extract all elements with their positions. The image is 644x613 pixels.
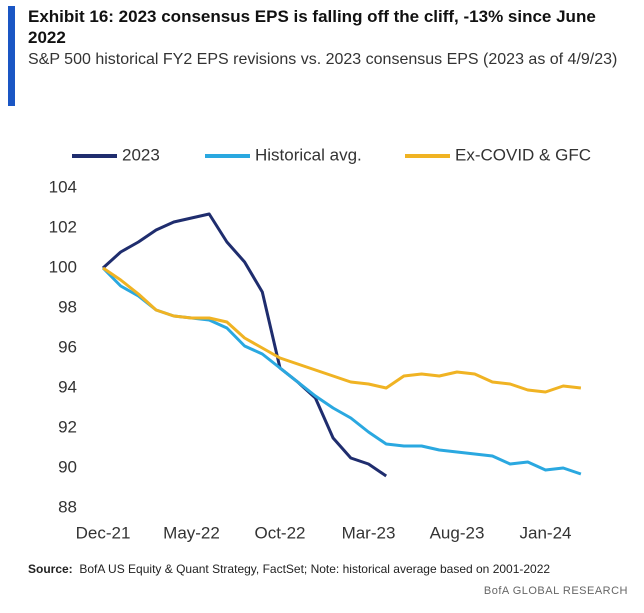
series-line (101, 266, 582, 476)
source-text: BofA US Equity & Quant Strategy, FactSet… (79, 562, 551, 576)
chart-subtitle: S&P 500 historical FY2 EPS revisions vs.… (28, 51, 618, 68)
title-accent (8, 6, 15, 106)
legend-label: 2023 (122, 145, 160, 164)
y-tick-label: 96 (58, 337, 77, 356)
x-tick-label: Aug-23 (430, 523, 485, 542)
legend-label: Ex-COVID & GFC (455, 145, 591, 164)
y-tick-label: 90 (58, 457, 77, 476)
legend-label: Historical avg. (255, 145, 362, 164)
y-tick-label: 94 (58, 377, 77, 396)
y-tick-label: 104 (49, 177, 77, 196)
x-tick-label: Oct-22 (254, 523, 305, 542)
x-tick-label: May-22 (163, 523, 220, 542)
y-tick-label: 92 (58, 417, 77, 436)
credit: BofA GLOBAL RESEARCH (483, 585, 628, 597)
series-line (101, 212, 388, 478)
chart-title: Exhibit 16: 2023 consensus EPS is fallin… (28, 7, 596, 47)
y-tick-label: 102 (49, 217, 77, 236)
source: Source: BofA US Equity & Quant Strategy,… (28, 562, 550, 576)
x-tick-label: Jan-24 (520, 523, 572, 542)
x-tick-label: Dec-21 (76, 523, 131, 542)
series-line (102, 266, 582, 394)
y-tick-label: 100 (49, 257, 77, 276)
x-tick-label: Mar-23 (342, 523, 396, 542)
source-label: Source: (28, 562, 73, 576)
y-tick-label: 98 (58, 297, 77, 316)
y-tick-label: 88 (58, 497, 77, 516)
chart: 88 90 92 94 96 98 100 102 104 Dec-21 May-22 Oct-22 M… (49, 145, 591, 542)
